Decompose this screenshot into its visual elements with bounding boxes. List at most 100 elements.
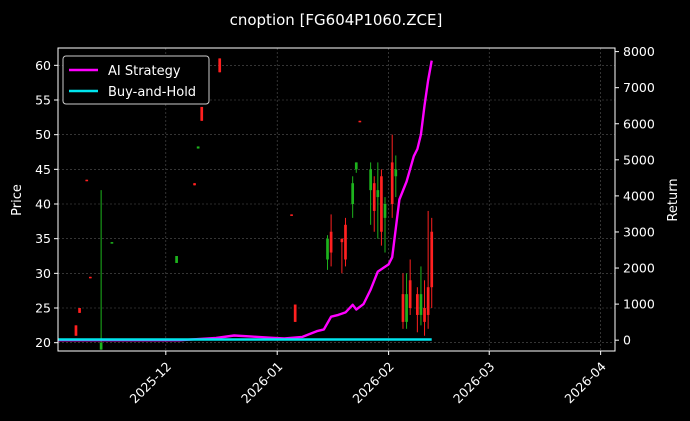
candle-body <box>372 183 376 211</box>
left-tick-label: 55 <box>35 93 51 108</box>
candle-body <box>380 176 383 232</box>
candle-body <box>430 231 434 288</box>
candle <box>99 190 103 350</box>
left-tick-label: 20 <box>35 335 51 350</box>
left-tick-label: 60 <box>35 58 51 73</box>
candle <box>408 259 412 315</box>
candle <box>88 276 92 279</box>
candle <box>401 273 405 329</box>
candle-body <box>394 169 398 177</box>
candle <box>74 325 78 336</box>
left-axis-label: Price <box>10 184 25 216</box>
right-tick-label: 5000 <box>623 152 655 167</box>
right-axis: 0 1000 2000 3000 4000 5000 6000 7000 8000 <box>615 44 655 348</box>
candle-body <box>405 294 408 322</box>
candle-body <box>423 308 426 322</box>
candle <box>372 176 376 232</box>
candle-body <box>78 308 81 313</box>
right-tick-label: 4000 <box>623 188 655 203</box>
candle <box>193 183 196 186</box>
candle-body <box>416 294 419 315</box>
legend: AI Strategy Buy-and-Hold <box>62 55 210 105</box>
legend-label-ai-strategy: AI Strategy <box>108 64 181 79</box>
series-line-ai-strategy <box>58 60 433 342</box>
legend-label-buy-and-hold: Buy-and-Hold <box>108 85 196 100</box>
candle-body <box>358 120 362 123</box>
candle <box>290 214 293 216</box>
candle <box>423 280 426 336</box>
chart-title: cnoption [FG604P1060.ZCE] <box>230 11 443 29</box>
candle <box>110 242 114 244</box>
candle-body <box>340 238 344 243</box>
candle-body <box>401 294 405 322</box>
candle-body <box>426 287 430 315</box>
right-tick-label: 7000 <box>623 80 655 95</box>
candle <box>394 155 398 198</box>
right-tick-label: 6000 <box>623 116 655 131</box>
legend-box <box>62 55 210 105</box>
candle <box>358 120 362 123</box>
candle-body <box>88 276 92 279</box>
candle <box>340 238 344 274</box>
candle-body <box>196 146 200 149</box>
candle <box>196 146 200 149</box>
right-tick-label: 1000 <box>623 297 655 312</box>
right-tick-label: 3000 <box>623 224 655 239</box>
candle-body <box>329 231 333 253</box>
candle <box>78 308 81 313</box>
candle-body <box>354 162 358 170</box>
candle-body <box>175 256 178 263</box>
left-tick-label: 45 <box>35 162 51 177</box>
right-tick-label: 2000 <box>623 261 655 276</box>
left-tick-label: 30 <box>35 266 51 281</box>
candle <box>329 214 333 267</box>
left-tick-label: 25 <box>35 301 51 316</box>
candle <box>351 176 355 218</box>
series-lines <box>58 60 433 342</box>
right-axis-label: Return <box>666 178 681 221</box>
candle-body <box>390 162 394 205</box>
candle-body <box>419 294 423 315</box>
candle-body <box>110 242 114 244</box>
candle <box>426 210 430 329</box>
candle-body <box>200 106 204 121</box>
candle <box>354 162 358 173</box>
candle-body <box>376 190 380 198</box>
candle-body <box>408 280 412 309</box>
right-tick-label: 8000 <box>623 44 655 59</box>
candle <box>405 273 408 329</box>
candle <box>344 217 347 267</box>
candle-body <box>218 58 222 73</box>
left-tick-label: 35 <box>35 231 51 246</box>
candle-body <box>193 183 196 186</box>
candle-body <box>369 169 372 191</box>
left-tick-label: 50 <box>35 127 51 142</box>
candle-body <box>85 179 89 182</box>
left-tick-label: 40 <box>35 197 51 212</box>
candle-body <box>293 304 297 322</box>
candle <box>430 217 434 309</box>
left-axis: 20 25 30 35 40 45 50 55 60 <box>35 58 58 350</box>
candle <box>218 58 222 73</box>
candles <box>74 58 434 350</box>
right-tick-label: 0 <box>623 333 631 348</box>
candle <box>380 169 383 246</box>
candle <box>383 197 387 253</box>
candle <box>293 304 297 322</box>
candle-body <box>99 342 103 350</box>
plot-frame <box>57 47 616 352</box>
candle-body <box>351 183 355 205</box>
candle <box>326 235 329 270</box>
candle-body <box>344 224 347 260</box>
candle <box>376 162 380 239</box>
candle <box>390 134 394 218</box>
candle <box>416 287 419 333</box>
candle <box>175 256 178 263</box>
candle <box>369 162 372 225</box>
candle <box>200 106 204 121</box>
candle <box>85 179 89 182</box>
candle-body <box>74 325 78 336</box>
candle-body <box>383 204 387 218</box>
candle-body <box>326 238 329 260</box>
